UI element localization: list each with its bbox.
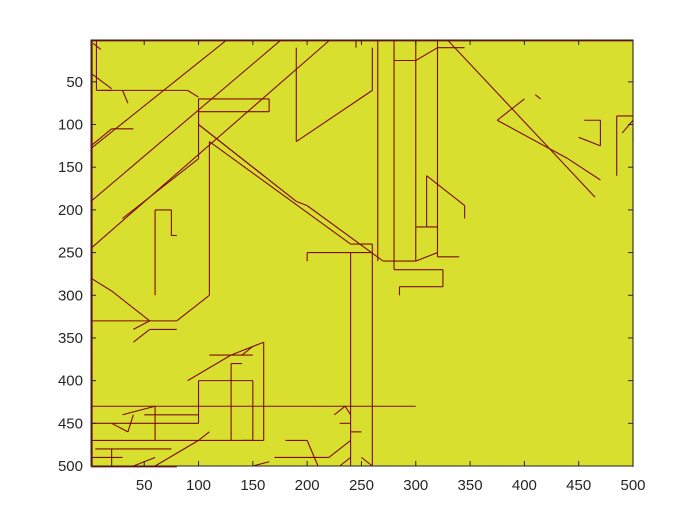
edge-line xyxy=(209,141,351,245)
edge-line xyxy=(426,175,465,207)
y-tick-label: 250 xyxy=(58,245,83,262)
edge-line xyxy=(534,94,542,100)
edge-line xyxy=(241,346,254,356)
edge-line xyxy=(306,440,319,467)
y-axis: 50 100 150 200 250 300 350 400 450 500 xyxy=(58,74,633,475)
edge-line xyxy=(496,119,569,160)
y-tick-label: 100 xyxy=(58,117,83,134)
y-tick-label: 50 xyxy=(66,74,83,91)
edge-line xyxy=(198,124,297,202)
edge-line xyxy=(127,414,134,433)
edge-line xyxy=(133,320,150,330)
x-tick-label: 400 xyxy=(512,477,537,494)
x-tick-label: 450 xyxy=(566,477,591,494)
edge-line xyxy=(344,405,352,416)
edge-line xyxy=(122,158,199,219)
y-tick-label: 400 xyxy=(58,373,83,390)
edge-line xyxy=(154,439,199,467)
x-tick-label: 250 xyxy=(349,477,374,494)
edge-line xyxy=(447,40,596,198)
x-tick-label: 300 xyxy=(403,477,428,494)
y-tick-label: 350 xyxy=(58,330,83,347)
edge-line xyxy=(198,431,210,441)
y-tick-label: 300 xyxy=(58,287,83,304)
edge-line xyxy=(90,72,112,90)
edge-line xyxy=(333,405,346,416)
edge-line xyxy=(339,457,351,467)
edge-line xyxy=(90,128,112,147)
edge-line xyxy=(567,158,601,181)
y-tick-label: 500 xyxy=(58,458,83,475)
edge-line xyxy=(111,290,150,322)
edge-line xyxy=(90,277,112,292)
x-tick-label: 500 xyxy=(620,477,645,494)
x-tick-label: 150 xyxy=(240,477,265,494)
edge-line xyxy=(328,439,351,458)
edge-line xyxy=(361,457,373,467)
edge-line xyxy=(252,461,270,467)
edge-line xyxy=(295,89,373,143)
edge-lines xyxy=(90,40,634,468)
y-tick-label: 450 xyxy=(58,415,83,432)
edge-line xyxy=(578,136,601,147)
x-tick-label: 350 xyxy=(458,477,483,494)
edge-line xyxy=(133,328,150,343)
edge-line xyxy=(187,354,232,382)
y-tick-label: 200 xyxy=(58,202,83,219)
edge-line xyxy=(296,200,308,207)
edge-line xyxy=(121,90,129,104)
edge-line xyxy=(90,40,227,149)
x-tick-label: 100 xyxy=(186,477,211,494)
edge-line xyxy=(230,341,264,356)
edge-line xyxy=(122,405,156,416)
x-tick-label: 50 xyxy=(136,477,153,494)
x-axis: 50 100 150 200 250 300 350 400 450 500 xyxy=(136,40,646,494)
edge-line xyxy=(621,119,634,134)
edge-line xyxy=(415,252,438,262)
edge-line xyxy=(415,47,438,61)
edge-line xyxy=(496,98,525,121)
edge-line xyxy=(187,89,199,98)
y-tick-label: 150 xyxy=(58,159,83,176)
edge-line xyxy=(176,294,210,322)
edge-line xyxy=(111,422,129,433)
x-tick-label: 200 xyxy=(295,477,320,494)
edge-line xyxy=(90,40,281,202)
edge-line xyxy=(92,42,102,50)
edge-line xyxy=(306,205,384,262)
